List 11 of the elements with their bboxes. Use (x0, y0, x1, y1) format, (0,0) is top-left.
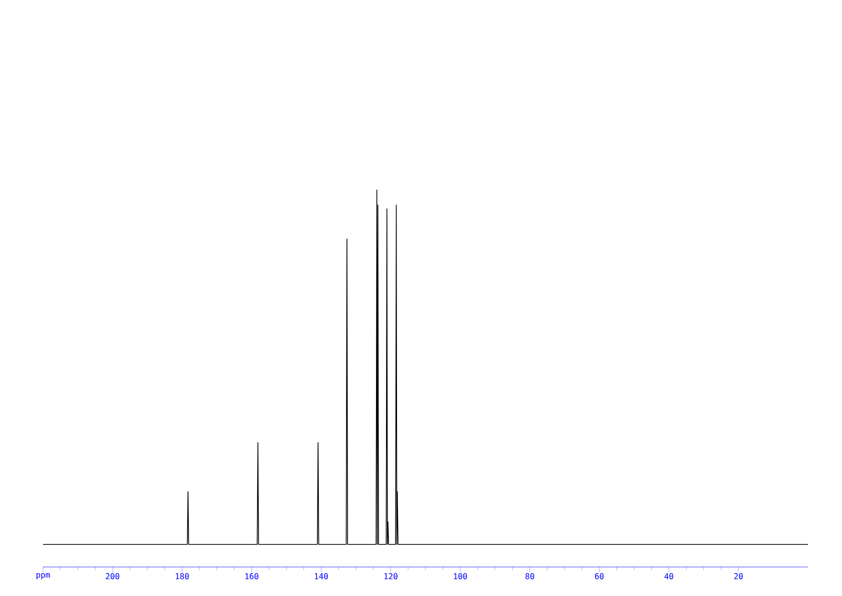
x-tick-label: ppm (36, 573, 50, 580)
x-tick-label: 140 (314, 573, 328, 580)
x-tick-label: 120 (384, 573, 398, 580)
x-tick-label: 40 (664, 573, 674, 580)
x-tick-label: 200 (106, 573, 120, 580)
x-tick-label: 20 (734, 573, 743, 580)
x-tick-label: 80 (526, 573, 534, 580)
x-tick-label: 180 (176, 573, 189, 580)
x-tick-label: 160 (245, 573, 258, 580)
x-tick-label: 100 (454, 573, 467, 580)
x-tick-label: 60 (595, 573, 604, 580)
